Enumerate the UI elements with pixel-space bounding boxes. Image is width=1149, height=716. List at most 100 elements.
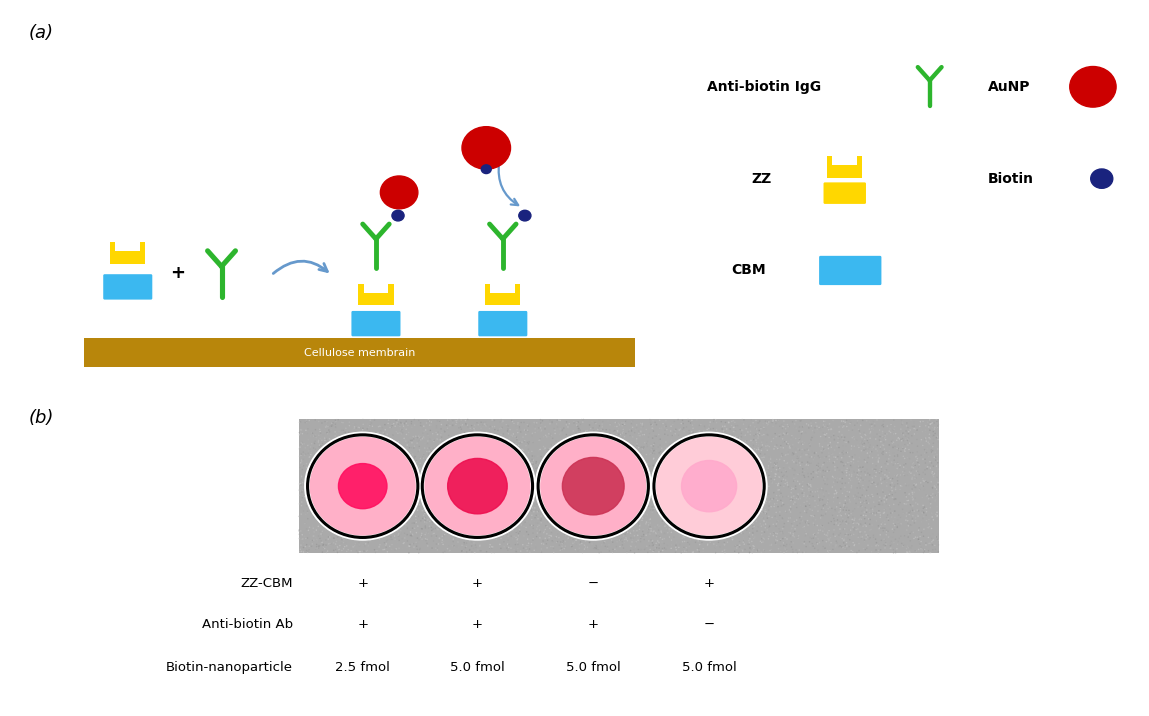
Point [391, 455, 409, 467]
Point [408, 522, 426, 533]
Point [694, 464, 712, 475]
Point [857, 443, 876, 455]
Point [437, 488, 455, 500]
Point [728, 440, 747, 451]
Point [447, 435, 465, 446]
Point [309, 416, 327, 427]
Point [722, 460, 740, 471]
Point [853, 500, 871, 512]
Point [686, 536, 704, 548]
Point [601, 487, 619, 498]
Point [541, 530, 560, 541]
Point [633, 422, 651, 433]
Point [516, 512, 534, 523]
Point [704, 444, 723, 455]
Point [548, 471, 566, 483]
Point [768, 518, 786, 530]
Point [832, 516, 850, 527]
Point [625, 427, 643, 438]
Point [325, 513, 344, 525]
Point [380, 523, 399, 534]
Point [512, 485, 531, 496]
Point [880, 445, 899, 456]
Point [386, 513, 404, 524]
Point [362, 460, 380, 471]
Point [697, 526, 716, 537]
Point [539, 448, 557, 459]
Point [444, 511, 462, 522]
Point [597, 525, 616, 536]
Point [481, 480, 500, 492]
Point [416, 461, 434, 473]
Point [784, 455, 802, 466]
Point [394, 466, 412, 478]
Point [766, 511, 785, 522]
Point [402, 466, 421, 478]
Point [627, 525, 646, 536]
Point [313, 417, 331, 429]
Point [611, 464, 630, 475]
Point [431, 511, 449, 523]
Point [392, 500, 410, 512]
Point [376, 458, 394, 469]
Point [696, 524, 715, 536]
Point [562, 492, 580, 503]
Point [913, 507, 932, 518]
Point [655, 528, 673, 539]
Point [458, 475, 477, 486]
Point [774, 537, 793, 548]
Point [336, 463, 354, 474]
Point [584, 432, 602, 444]
Point [728, 420, 747, 432]
Point [435, 515, 454, 526]
Point [688, 449, 707, 460]
Point [818, 473, 836, 485]
Point [423, 525, 441, 536]
Point [622, 441, 640, 453]
Point [440, 523, 458, 534]
Point [532, 517, 550, 528]
Point [908, 531, 926, 543]
Point [596, 504, 615, 516]
Point [811, 442, 830, 453]
Point [691, 546, 709, 558]
Point [781, 441, 800, 453]
Point [347, 492, 365, 503]
Point [903, 488, 921, 500]
Point [473, 441, 492, 453]
Point [627, 464, 646, 475]
Point [717, 437, 735, 449]
Point [653, 460, 671, 471]
Point [612, 427, 631, 438]
Point [543, 422, 562, 433]
Point [409, 460, 427, 472]
Point [664, 509, 683, 521]
Point [817, 536, 835, 548]
Point [507, 498, 525, 509]
Point [355, 514, 373, 526]
Point [827, 536, 846, 547]
Point [430, 533, 448, 544]
Point [517, 429, 535, 440]
Point [296, 417, 315, 428]
Point [453, 502, 471, 513]
Point [681, 488, 700, 500]
Point [617, 511, 635, 523]
Point [624, 506, 642, 518]
Point [900, 438, 918, 450]
Point [376, 496, 394, 508]
Point [882, 485, 901, 496]
Point [511, 526, 530, 537]
Point [541, 498, 560, 509]
Point [586, 482, 604, 493]
Point [795, 487, 813, 498]
Point [815, 490, 833, 502]
Point [298, 473, 316, 485]
Point [871, 499, 889, 511]
Point [782, 518, 801, 530]
Point [563, 526, 581, 538]
Point [727, 542, 746, 553]
Point [676, 526, 694, 538]
Point [895, 470, 913, 481]
Point [910, 462, 928, 473]
